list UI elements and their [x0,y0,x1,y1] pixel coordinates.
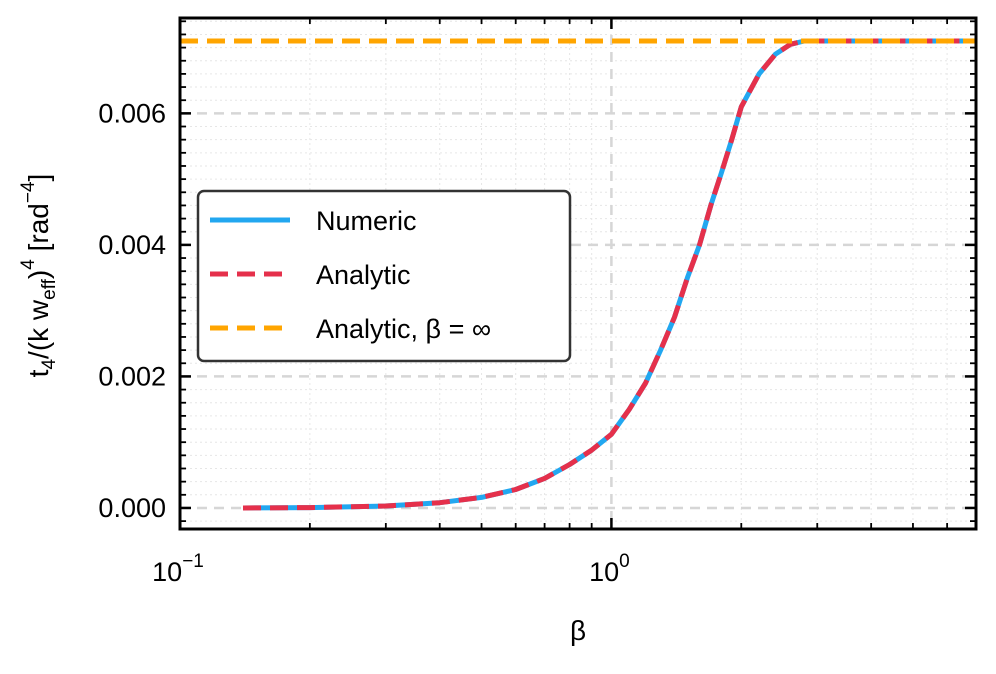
plot-frame [178,16,978,531]
x-tick-label: 100 [589,551,630,587]
y-tick-label: 0.002 [98,361,166,391]
series-line-2 [242,38,976,511]
x-tick-label: 10−1 [152,551,204,587]
series-layer [180,38,976,511]
legend-box [196,189,572,363]
x-axis-label: β [570,615,586,646]
legend-label-3: Analytic, β = ∞ [316,314,491,344]
axis-ticks: 0.000 0.002 0.004 0.006 10−1 100 [98,18,976,587]
y-tick-label: 0.006 [98,98,166,128]
legend: Numeric Analytic Analytic, β = ∞ [196,189,572,363]
legend-label-1: Numeric [316,206,417,236]
y-axis-label: t4/(k weff)4 [rad−4] [18,174,60,378]
y-tick-label: 0.004 [98,230,166,260]
legend-label-2: Analytic [316,260,411,290]
y-tick-label: 0.000 [98,493,166,523]
